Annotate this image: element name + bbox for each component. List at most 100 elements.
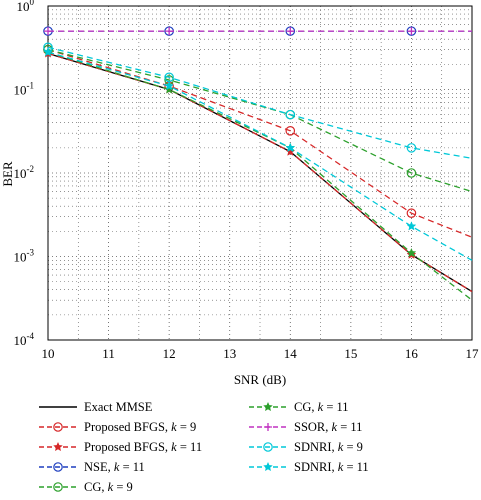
y-tick-label: 10-3 bbox=[14, 248, 35, 265]
legend-item: NSE, k = 11 bbox=[38, 458, 145, 476]
legend-item: Proposed BFGS, k = 9 bbox=[38, 418, 196, 436]
legend-swatch bbox=[39, 462, 77, 472]
series-path bbox=[47, 49, 473, 238]
y-tick-label: 10-1 bbox=[14, 81, 35, 98]
legend-k-symbol: k bbox=[171, 419, 177, 434]
data-point-marker bbox=[165, 27, 174, 36]
y-tick-labels: 100 10-1 10-2 10-3 10-4 bbox=[14, 0, 35, 348]
legend-label: SSOR, k = 11 bbox=[294, 420, 362, 435]
legend-k-value: = 11 bbox=[337, 419, 363, 434]
data-point-marker bbox=[53, 422, 63, 432]
y-tick-label: 100 bbox=[17, 0, 35, 14]
legend-item: CG, k = 11 bbox=[248, 398, 349, 416]
legend-label: SDNRI, k = 11 bbox=[294, 460, 369, 475]
legend-swatch bbox=[39, 422, 77, 432]
y-axis-label: BER bbox=[0, 161, 15, 187]
data-point-marker bbox=[263, 401, 273, 412]
series-line bbox=[44, 27, 472, 36]
legend-label: CG, k = 11 bbox=[294, 400, 349, 415]
legend-k-value: = 9 bbox=[113, 479, 133, 494]
legend-swatch bbox=[249, 442, 287, 452]
series-line bbox=[43, 44, 473, 238]
legend-series-name: NSE, bbox=[84, 459, 114, 474]
legend-k-symbol: k bbox=[317, 399, 324, 414]
legend-swatch bbox=[39, 406, 77, 408]
data-point-marker bbox=[285, 142, 296, 153]
data-point-marker bbox=[263, 442, 273, 452]
y-tick-label: 10-2 bbox=[14, 164, 35, 181]
legend-item: Exact MMSE bbox=[38, 398, 152, 416]
data-point-marker bbox=[406, 168, 417, 178]
legend-label: Proposed BFGS, k = 9 bbox=[84, 420, 196, 435]
x-axis-label: SNR (dB) bbox=[234, 372, 286, 387]
legend-series-name: Exact MMSE bbox=[84, 399, 153, 414]
data-point-marker bbox=[285, 26, 296, 36]
x-tick-label: 11 bbox=[102, 346, 115, 361]
legend-swatch bbox=[249, 461, 287, 472]
x-tick-label: 12 bbox=[163, 346, 176, 361]
legend-k-value: = 9 bbox=[343, 439, 363, 454]
data-point-marker bbox=[164, 84, 175, 94]
x-tick-label: 13 bbox=[223, 346, 236, 361]
legend-k-value: = 11 bbox=[119, 459, 145, 474]
y-tick-label: 10-4 bbox=[14, 331, 35, 348]
data-point-marker bbox=[53, 462, 63, 472]
legend-series-name: SDNRI, bbox=[294, 439, 338, 454]
legend-label: NSE, k = 11 bbox=[84, 460, 145, 475]
legend-k-value: = 9 bbox=[176, 419, 197, 434]
data-point-marker bbox=[43, 47, 53, 57]
series-path bbox=[47, 46, 473, 159]
data-point-marker bbox=[53, 441, 63, 452]
legend-k-symbol: k bbox=[337, 439, 344, 454]
series-line bbox=[43, 47, 473, 261]
legend-series-name: CG, bbox=[294, 399, 318, 414]
x-tick-label: 10 bbox=[42, 346, 55, 361]
legend-k-symbol: k bbox=[171, 439, 177, 454]
series-line bbox=[43, 42, 473, 159]
x-tick-label: 14 bbox=[284, 346, 298, 361]
data-point-marker bbox=[164, 80, 175, 91]
grid bbox=[48, 6, 472, 340]
legend-label: SDNRI, k = 9 bbox=[294, 440, 363, 455]
series-path bbox=[47, 51, 473, 261]
legend-swatch bbox=[249, 423, 287, 431]
data-point-marker bbox=[406, 208, 417, 219]
plot-frame bbox=[47, 5, 473, 341]
legend-label: Proposed BFGS, k = 11 bbox=[84, 440, 202, 455]
data-point-marker bbox=[286, 27, 295, 36]
x-tick-label: 15 bbox=[344, 346, 357, 361]
data-point-marker bbox=[264, 423, 272, 431]
legend-k-symbol: k bbox=[331, 419, 338, 434]
x-tick-label: 16 bbox=[405, 346, 419, 361]
ber-chart: 10 11 12 13 14 15 16 17 100 10-1 10-2 10-3 10-4 SNR… bbox=[0, 0, 480, 387]
legend-k-symbol: k bbox=[337, 459, 344, 474]
legend-series-name: Proposed BFGS, bbox=[84, 419, 172, 434]
data-point-marker bbox=[406, 26, 417, 36]
legend-item: SDNRI, k = 9 bbox=[248, 438, 363, 456]
legend-k-symbol: k bbox=[107, 479, 114, 494]
legend-k-value: = 11 bbox=[323, 399, 349, 414]
legend-swatch bbox=[249, 401, 287, 412]
legend-k-value: = 11 bbox=[343, 459, 369, 474]
x-tick-labels: 10 11 12 13 14 15 16 17 bbox=[42, 346, 480, 361]
series-layer bbox=[43, 26, 473, 301]
legend-series-name: Proposed BFGS, bbox=[84, 439, 172, 454]
legend-item: CG, k = 9 bbox=[38, 478, 133, 496]
data-point-marker bbox=[406, 143, 417, 153]
data-point-marker bbox=[53, 482, 63, 492]
data-point-marker bbox=[285, 126, 296, 136]
data-point-marker bbox=[263, 461, 273, 472]
legend-item: Proposed BFGS, k = 11 bbox=[38, 438, 202, 456]
legend-item: SSOR, k = 11 bbox=[248, 418, 362, 436]
legend-series-name: CG, bbox=[84, 479, 108, 494]
legend-swatch bbox=[39, 482, 77, 492]
legend-label: CG, k = 9 bbox=[84, 480, 133, 495]
legend-series-name: SDNRI, bbox=[294, 459, 338, 474]
legend-series-name: SSOR, bbox=[294, 419, 332, 434]
legend-label: Exact MMSE bbox=[84, 400, 152, 415]
legend-k-value: = 11 bbox=[176, 439, 203, 454]
legend-k-symbol: k bbox=[113, 459, 120, 474]
data-point-marker bbox=[406, 221, 417, 231]
data-point-marker bbox=[44, 27, 52, 36]
legend-swatch bbox=[39, 441, 77, 452]
